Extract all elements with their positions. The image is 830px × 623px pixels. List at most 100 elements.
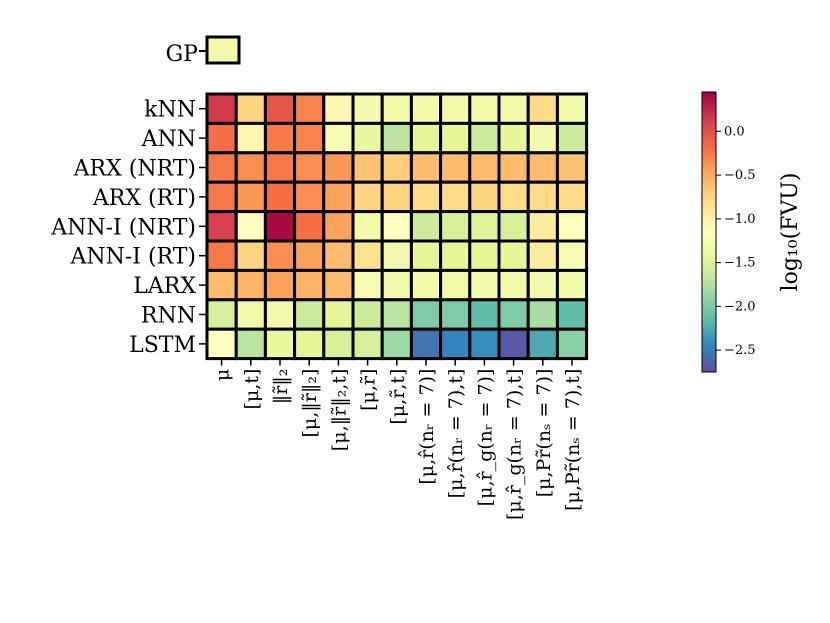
heatmap-cell — [293, 92, 326, 125]
heatmap-cell — [555, 239, 589, 272]
column-label: ‖r̃‖₂ — [270, 369, 292, 405]
heatmap-cell — [234, 268, 267, 302]
heatmap-cell — [380, 92, 413, 125]
column-label: [μ,r̂(nᵣ = 7)] — [416, 369, 438, 485]
column-label: [μ,r̂_g(nᵣ = 7)] — [474, 369, 496, 507]
heatmap-cell — [380, 180, 413, 214]
row-label: ANN-I (RT) — [69, 245, 196, 270]
heatmap-cell — [526, 151, 559, 184]
heatmap-cell — [293, 180, 326, 214]
heatmap-cell — [234, 180, 267, 214]
colorbar — [701, 91, 717, 373]
heatmap-cell — [205, 268, 238, 302]
heatmap-cell — [234, 151, 267, 184]
column-labels: μ [μ,t] ‖r̃‖₂ [μ,‖r̃‖₂] [μ,‖r̃‖₂,t] [μ,r̃] [μ,… — [212, 359, 584, 520]
column-label: μ — [212, 369, 234, 381]
colorbar-tick-label: −1.0 — [724, 212, 756, 227]
heatmap-cell — [263, 121, 297, 155]
heatmap-cell — [351, 268, 384, 302]
heatmap-cell — [351, 298, 384, 331]
heatmap-cell — [468, 327, 501, 361]
heatmap-cell — [409, 239, 443, 272]
heatmap-cell — [205, 121, 238, 155]
heatmap-cell — [555, 298, 589, 331]
heatmap-cell — [322, 121, 355, 155]
heatmap-cell — [351, 180, 384, 214]
heatmap-cell — [205, 180, 238, 214]
heatmap-cell — [468, 210, 501, 243]
column-label: [μ,r̂_g(nᵣ = 7),t] — [504, 369, 526, 520]
heatmap-cell — [205, 151, 238, 184]
row-label: ARX (NRT) — [73, 157, 196, 182]
heatmap-cell — [293, 327, 326, 361]
heatmap-cell — [439, 268, 472, 302]
heatmap-cell — [439, 239, 472, 272]
heatmap-cell — [409, 121, 443, 155]
heatmap-cell — [409, 327, 443, 361]
heatmap-cell — [468, 268, 501, 302]
heatmap-cell — [351, 92, 384, 125]
heatmap-cell — [234, 327, 267, 361]
row-label: LARX — [133, 274, 196, 299]
heatmap-cell — [293, 239, 326, 272]
heatmap-cell — [205, 298, 238, 331]
heatmap-cell — [293, 151, 326, 184]
heatmap-cell — [205, 239, 238, 272]
heatmap-cell — [468, 180, 501, 214]
heatmap-cell — [263, 298, 297, 331]
column-label: [μ,r̃] — [358, 369, 380, 411]
heatmap-cell — [409, 92, 443, 125]
heatmap-cell — [555, 268, 589, 302]
heatmap-cell — [497, 239, 530, 272]
column-label: [μ,r̂(nᵣ = 7),t] — [445, 369, 467, 499]
heatmap-cell — [380, 210, 413, 243]
heatmap-cell — [468, 151, 501, 184]
heatmap-cell — [468, 121, 501, 155]
heatmap-cell — [205, 92, 238, 125]
heatmap-cell — [409, 210, 443, 243]
heatmap-cell — [555, 121, 589, 155]
heatmap-cell — [439, 180, 472, 214]
heatmap-cell — [497, 327, 530, 361]
heatmap-cell — [380, 121, 413, 155]
heatmap-cell — [555, 92, 589, 125]
heatmap-cell — [263, 92, 297, 125]
heatmap-cell — [468, 298, 501, 331]
heatmap-cell — [497, 151, 530, 184]
heatmap-cell — [468, 92, 501, 125]
row-label: LSTM — [129, 333, 196, 358]
heatmap-cell — [555, 210, 589, 243]
heatmap-cell — [497, 92, 530, 125]
heatmap-cell — [234, 239, 267, 272]
heatmap-cell — [234, 298, 267, 331]
heatmap-cell — [526, 298, 559, 331]
heatmap-cell — [497, 121, 530, 155]
heatmap-cell — [526, 268, 559, 302]
heatmap-cell — [293, 268, 326, 302]
heatmap-cell — [322, 92, 355, 125]
heatmap-cell — [439, 327, 472, 361]
heatmap-cell — [526, 327, 559, 361]
heatmap-cell — [439, 121, 472, 155]
colorbar-tick-label: −2.0 — [724, 299, 756, 314]
row-label: ARX (RT) — [92, 186, 196, 211]
heatmap-cells — [205, 92, 589, 361]
heatmap-cell — [497, 210, 530, 243]
heatmap-cell — [409, 180, 443, 214]
colorbar-tick-label: −0.5 — [724, 168, 756, 183]
heatmap-cell — [263, 151, 297, 184]
heatmap-cell — [322, 268, 355, 302]
heatmap-cell — [322, 327, 355, 361]
heatmap-cell — [263, 268, 297, 302]
heatmap-cell — [497, 298, 530, 331]
heatmap-cell — [468, 239, 501, 272]
heatmap-cell — [322, 180, 355, 214]
heatmap-cell — [497, 180, 530, 214]
heatmap-cell — [526, 180, 559, 214]
heatmap-cell — [234, 210, 267, 243]
heatmap-cell — [526, 121, 559, 155]
heatmap-cell — [526, 239, 559, 272]
heatmap-cell — [293, 298, 326, 331]
column-label: [μ,‖r̃‖₂,t] — [328, 369, 350, 452]
